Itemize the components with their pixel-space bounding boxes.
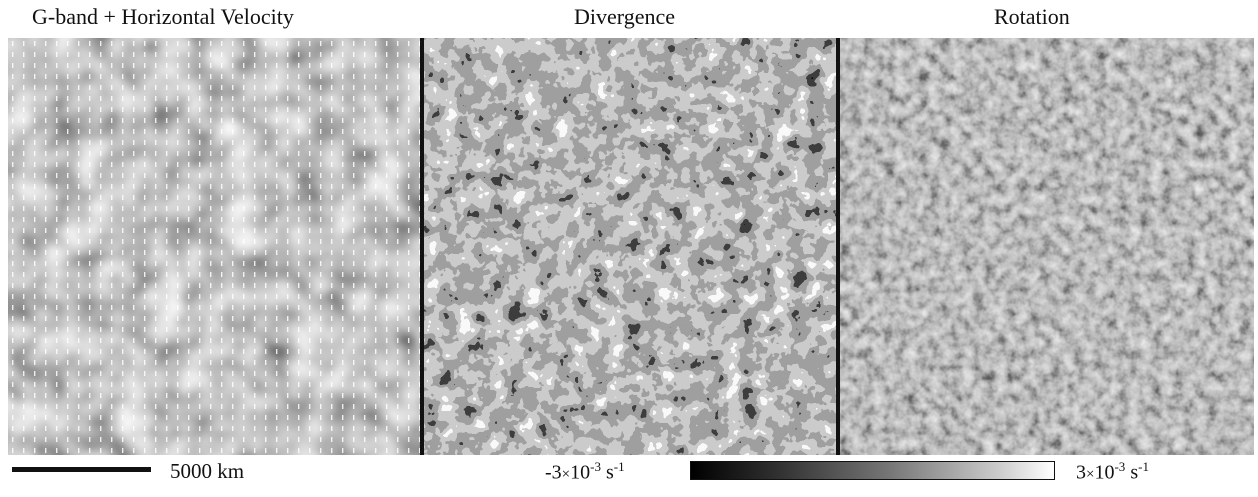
panel-divider-2 [836, 38, 840, 455]
colorbar-min-label: -3×10-3 s-1 [545, 459, 625, 484]
divergence-image [424, 38, 836, 455]
panel-title-divergence: Divergence [574, 4, 675, 29]
scale-bar [12, 467, 151, 472]
panel-title-rotation: Rotation [994, 4, 1070, 29]
gband-velocity-image [8, 38, 420, 455]
panel-title-gband: G-band + Horizontal Velocity [32, 4, 294, 29]
gband-velocity-panel [8, 38, 420, 455]
colorbar-gradient [690, 461, 1055, 480]
panel-divider-1 [420, 38, 424, 455]
rotation-panel [840, 38, 1254, 455]
divergence-panel [424, 38, 836, 455]
colorbar-max-label: 3×10-3 s-1 [1076, 459, 1149, 484]
rotation-image [840, 38, 1254, 455]
scale-bar-label: 5000 km [170, 459, 245, 483]
